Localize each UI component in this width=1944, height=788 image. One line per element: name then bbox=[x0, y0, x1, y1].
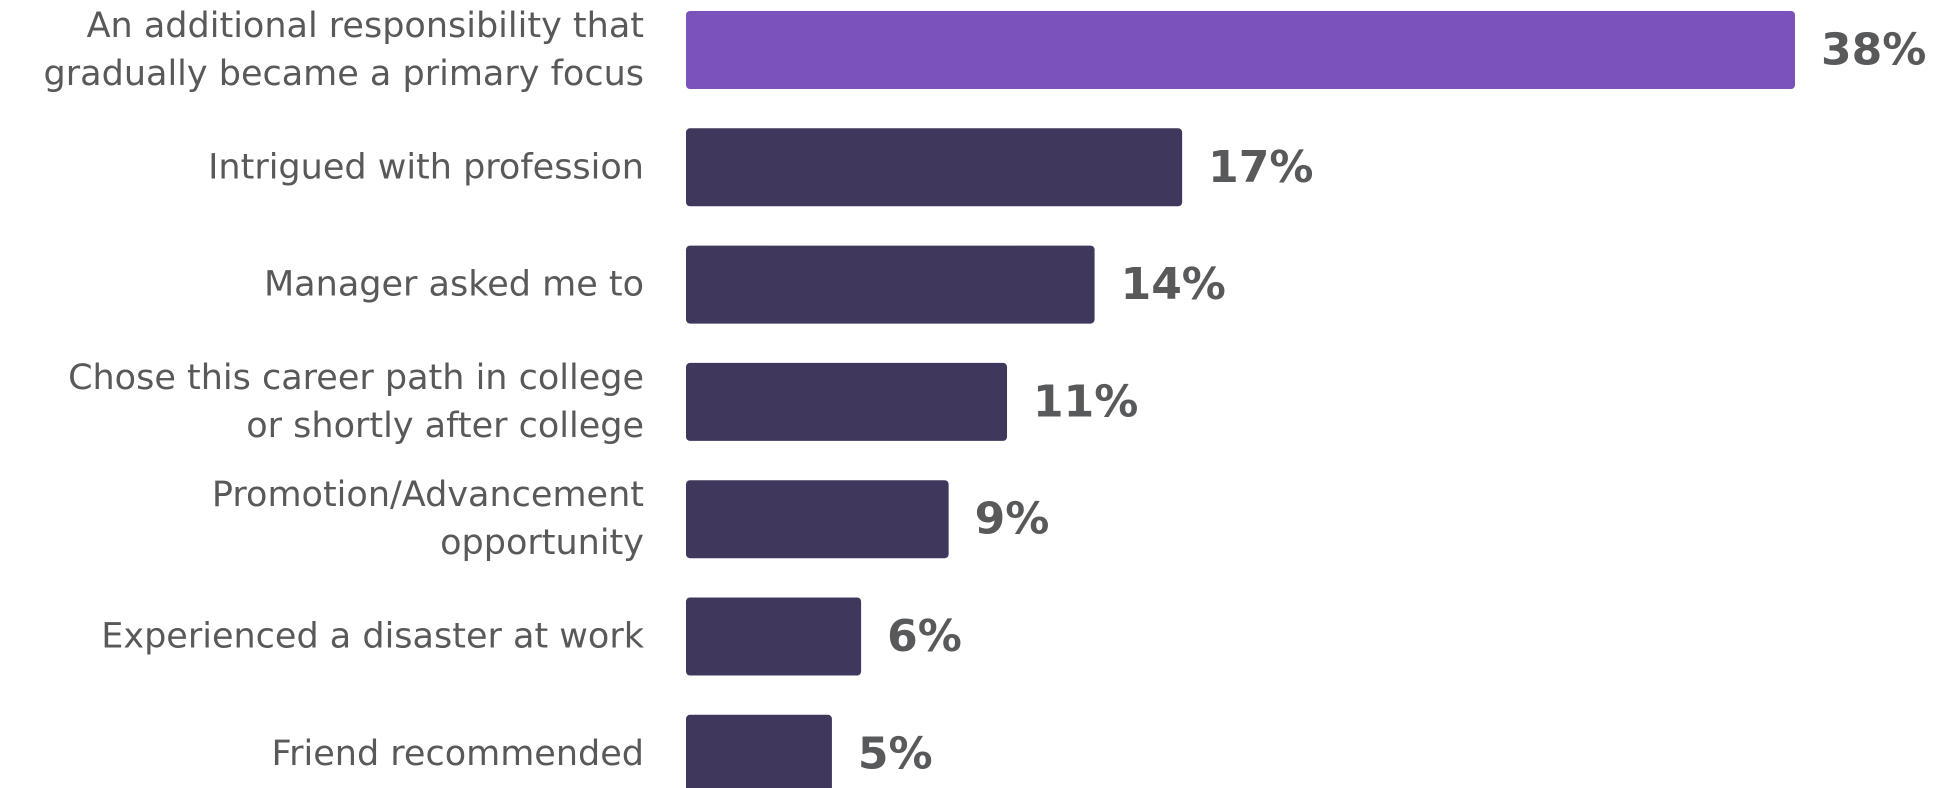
category-label-line: Experienced a disaster at work bbox=[101, 617, 644, 657]
value-label-1: 17% bbox=[1208, 142, 1313, 193]
category-label-line: opportunity bbox=[440, 523, 644, 563]
category-label-3: Chose this career path in college or shor… bbox=[68, 358, 644, 446]
category-label-6: Friend recommended bbox=[272, 734, 644, 774]
category-label-line: Chose this career path in college bbox=[68, 358, 644, 398]
bar-2 bbox=[686, 245, 1095, 324]
category-label-1: Intrigued with profession bbox=[208, 147, 644, 187]
bar-0 bbox=[686, 11, 1795, 89]
category-label-4: Promotion/Advancement opportunity bbox=[212, 475, 644, 563]
category-label-line: Intrigued with profession bbox=[208, 147, 644, 187]
bar-1 bbox=[686, 128, 1183, 207]
category-label-line: Promotion/Advancement bbox=[212, 475, 644, 515]
category-label-line: Friend recommended bbox=[272, 734, 644, 774]
bar-6 bbox=[686, 714, 832, 788]
category-label-line: Manager asked me to bbox=[264, 265, 644, 305]
bar-5 bbox=[686, 597, 862, 676]
bars-group: An additional responsibility that gradual… bbox=[44, 6, 1926, 788]
category-label-0: An additional responsibility that gradual… bbox=[44, 6, 644, 94]
value-label-5: 6% bbox=[887, 611, 962, 662]
value-label-0: 38% bbox=[1821, 25, 1926, 76]
category-label-5: Experienced a disaster at work bbox=[101, 617, 644, 657]
bar-3 bbox=[686, 362, 1008, 441]
category-label-line: An additional responsibility that bbox=[87, 6, 644, 46]
category-label-line: gradually became a primary focus bbox=[44, 54, 644, 94]
category-label-2: Manager asked me to bbox=[264, 265, 644, 305]
category-label-line: or shortly after college bbox=[246, 406, 644, 446]
value-label-2: 14% bbox=[1121, 259, 1226, 310]
bar-4 bbox=[686, 480, 949, 559]
value-label-4: 9% bbox=[975, 494, 1050, 545]
value-label-3: 11% bbox=[1033, 376, 1138, 427]
value-label-6: 5% bbox=[858, 728, 933, 779]
